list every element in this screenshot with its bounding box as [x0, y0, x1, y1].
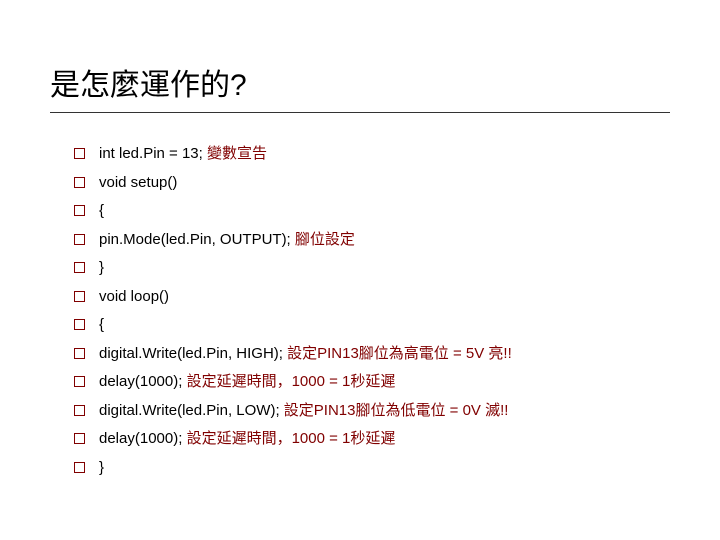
code-line-text: digital.Write(led.Pin, LOW); 設定PIN13腳位為低…: [99, 400, 508, 423]
square-bullet-icon: [74, 205, 85, 216]
code-line: }: [74, 457, 670, 480]
code-line-text: delay(1000); 設定延遲時間，1000 = 1秒延遲: [99, 371, 395, 394]
square-bullet-icon: [74, 234, 85, 245]
square-bullet-icon: [74, 433, 85, 444]
code-line: {: [74, 314, 670, 337]
code-segment: digital.Write(led.Pin, HIGH);: [99, 345, 287, 362]
code-line: }: [74, 257, 670, 280]
code-segment: {: [99, 316, 104, 333]
annotation-segment: 設定PIN13腳位為低電位 = 0V 滅!!: [284, 402, 509, 419]
code-line: delay(1000); 設定延遲時間，1000 = 1秒延遲: [74, 371, 670, 394]
code-segment: void loop(): [99, 288, 169, 305]
code-line-text: }: [99, 257, 104, 280]
code-segment: void setup(): [99, 174, 177, 191]
code-segment: digital.Write(led.Pin, LOW);: [99, 402, 284, 419]
code-list: int led.Pin = 13; 變數宣告 void setup() { pin.M…: [50, 143, 670, 479]
square-bullet-icon: [74, 262, 85, 273]
code-line-text: pin.Mode(led.Pin, OUTPUT); 腳位設定: [99, 229, 355, 252]
code-line-text: void setup(): [99, 172, 177, 195]
annotation-segment: 設定延遲時間，1000 = 1秒延遲: [187, 430, 396, 447]
code-line: digital.Write(led.Pin, HIGH); 設定PIN13腳位為…: [74, 343, 670, 366]
slide-title: 是怎麼運作的?: [50, 60, 670, 113]
code-segment: delay(1000);: [99, 430, 187, 447]
annotation-segment: 設定延遲時間，1000 = 1秒延遲: [187, 373, 396, 390]
slide-container: 是怎麼運作的? int led.Pin = 13; 變數宣告 void setup…: [0, 0, 720, 540]
code-line: void loop(): [74, 286, 670, 309]
code-segment: {: [99, 202, 104, 219]
square-bullet-icon: [74, 291, 85, 302]
code-segment: pin.Mode(led.Pin, OUTPUT);: [99, 231, 295, 248]
annotation-segment: 設定PIN13腳位為高電位 = 5V 亮!!: [287, 345, 512, 362]
code-line: pin.Mode(led.Pin, OUTPUT); 腳位設定: [74, 229, 670, 252]
code-line-text: {: [99, 314, 104, 337]
annotation-segment: 變數宣告: [207, 145, 267, 162]
code-line: {: [74, 200, 670, 223]
square-bullet-icon: [74, 348, 85, 359]
code-line-text: {: [99, 200, 104, 223]
code-line: digital.Write(led.Pin, LOW); 設定PIN13腳位為低…: [74, 400, 670, 423]
square-bullet-icon: [74, 376, 85, 387]
code-line-text: int led.Pin = 13; 變數宣告: [99, 143, 267, 166]
square-bullet-icon: [74, 177, 85, 188]
square-bullet-icon: [74, 319, 85, 330]
code-line-text: void loop(): [99, 286, 169, 309]
code-line-text: digital.Write(led.Pin, HIGH); 設定PIN13腳位為…: [99, 343, 512, 366]
square-bullet-icon: [74, 148, 85, 159]
code-line-text: delay(1000); 設定延遲時間，1000 = 1秒延遲: [99, 428, 395, 451]
code-line: void setup(): [74, 172, 670, 195]
code-segment: }: [99, 459, 104, 476]
annotation-segment: 腳位設定: [295, 231, 355, 248]
code-line-text: }: [99, 457, 104, 480]
square-bullet-icon: [74, 462, 85, 473]
square-bullet-icon: [74, 405, 85, 416]
code-segment: }: [99, 259, 104, 276]
code-segment: delay(1000);: [99, 373, 187, 390]
code-line: int led.Pin = 13; 變數宣告: [74, 143, 670, 166]
code-segment: int led.Pin = 13;: [99, 145, 207, 162]
code-line: delay(1000); 設定延遲時間，1000 = 1秒延遲: [74, 428, 670, 451]
